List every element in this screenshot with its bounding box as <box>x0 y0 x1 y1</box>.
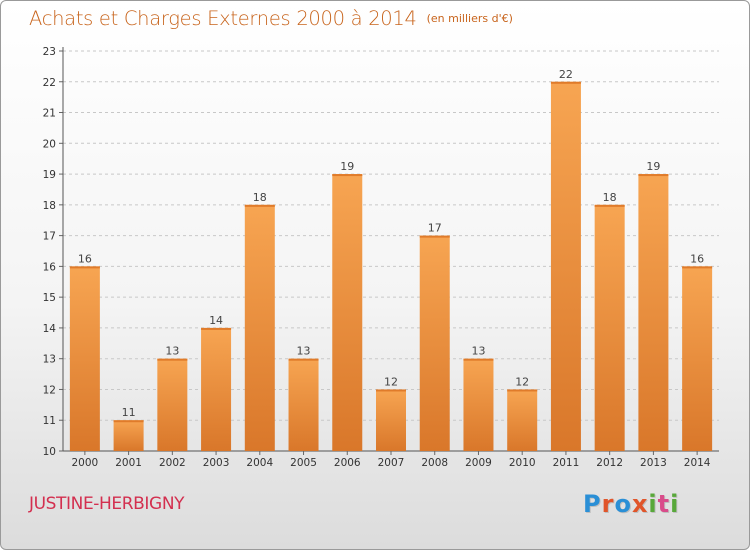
logo-letter: o <box>614 490 632 518</box>
bar-value-label: 13 <box>297 345 311 358</box>
y-tick-label: 17 <box>43 231 56 243</box>
x-tick-label: 2009 <box>465 457 492 469</box>
bar <box>201 327 232 451</box>
x-tick-label: 2013 <box>640 457 667 469</box>
y-tick-label: 13 <box>43 354 56 366</box>
x-tick-label: 2004 <box>246 457 273 469</box>
bar <box>113 420 144 451</box>
y-tick-label: 23 <box>43 46 56 58</box>
y-tick-label: 12 <box>43 384 56 396</box>
bar <box>332 174 363 452</box>
x-tick-label: 2005 <box>290 457 317 469</box>
bar-cap <box>69 266 100 269</box>
bar-cap <box>332 174 363 177</box>
bar <box>69 266 100 451</box>
bar-value-label: 19 <box>646 160 660 173</box>
bar <box>376 389 406 451</box>
bar-cap <box>288 358 319 361</box>
bar <box>638 174 669 452</box>
x-tick-label: 2010 <box>509 457 536 469</box>
logo-letter: t <box>657 490 671 518</box>
x-tick-label: 2003 <box>203 457 230 469</box>
x-tick-label: 2000 <box>71 457 98 469</box>
bar-cap <box>638 174 669 177</box>
bar-value-label: 17 <box>428 222 442 235</box>
y-tick-label: 20 <box>43 138 56 150</box>
chart-title-unit: (en milliers d'€) <box>426 12 513 25</box>
logo-letter: r <box>601 490 615 518</box>
bar-cap <box>507 389 538 392</box>
x-tick-label: 2001 <box>115 457 142 469</box>
bar <box>507 389 538 451</box>
chart-title: Achats et Charges Externes 2000 à 2014 (e… <box>29 7 513 30</box>
y-tick-label: 11 <box>43 415 56 427</box>
bar-value-label: 14 <box>209 314 223 327</box>
bar-cap <box>376 389 406 392</box>
bar-value-label: 22 <box>559 68 573 81</box>
bar-value-label: 13 <box>165 345 179 358</box>
bar-cap <box>157 358 188 361</box>
x-tick-label: 2002 <box>159 457 186 469</box>
bar-cap <box>682 266 713 269</box>
bar-cap <box>419 235 450 238</box>
y-tick-label: 15 <box>43 292 56 304</box>
x-tick-label: 2014 <box>684 457 711 469</box>
bar <box>244 204 275 451</box>
bar-value-label: 16 <box>78 252 92 265</box>
commune-name: JUSTINE-HERBIGNY <box>29 494 185 514</box>
x-tick-label: 2008 <box>421 457 448 469</box>
y-tick-label: 21 <box>43 108 56 120</box>
bar-value-label: 12 <box>384 375 398 388</box>
logo-letter: x <box>631 490 649 518</box>
bar <box>419 235 450 451</box>
bar <box>594 204 625 451</box>
y-tick-label: 18 <box>43 200 56 212</box>
bar-cap <box>113 420 144 423</box>
bar-cap <box>244 204 275 207</box>
y-tick-label: 22 <box>43 77 56 89</box>
bar-cap <box>550 81 581 84</box>
bar-cap <box>201 327 232 330</box>
bar <box>288 358 319 451</box>
y-tick-label: 14 <box>43 323 57 335</box>
x-tick-label: 2012 <box>596 457 623 469</box>
bar <box>550 81 581 452</box>
bar-value-label: 16 <box>690 252 704 265</box>
bar <box>463 358 494 451</box>
bar-value-label: 18 <box>253 191 267 204</box>
bar-value-label: 12 <box>515 375 529 388</box>
y-tick-label: 19 <box>43 169 56 181</box>
bar-cap <box>463 358 494 361</box>
logo-letter: P <box>583 490 602 518</box>
bar <box>157 358 188 451</box>
proxiti-logo: Proxiti <box>583 490 679 518</box>
bar <box>682 266 713 451</box>
x-tick-label: 2011 <box>553 457 580 469</box>
x-tick-label: 2007 <box>378 457 405 469</box>
bar-value-label: 13 <box>471 345 485 358</box>
chart-title-main: Achats et Charges Externes 2000 à 2014 <box>29 7 417 30</box>
y-tick-label: 10 <box>43 446 56 458</box>
bar-cap <box>594 204 625 207</box>
y-tick-label: 16 <box>43 261 57 273</box>
bar-value-label: 11 <box>122 406 136 419</box>
x-tick-label: 2006 <box>334 457 361 469</box>
logo-letter: i <box>670 490 680 518</box>
bar-value-label: 18 <box>603 191 617 204</box>
logo-letter: i <box>648 490 658 518</box>
bar-value-label: 19 <box>340 160 354 173</box>
